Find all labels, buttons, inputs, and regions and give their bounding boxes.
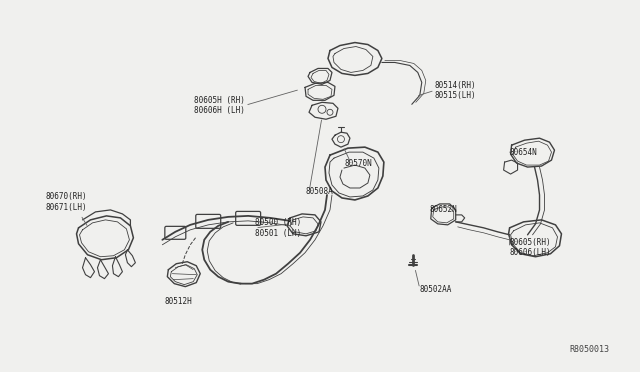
- Text: 80570N: 80570N: [345, 158, 372, 167]
- Text: 80508A: 80508A: [305, 187, 333, 196]
- Text: 80512H: 80512H: [164, 297, 192, 306]
- Text: 80514(RH)
80515(LH): 80514(RH) 80515(LH): [435, 81, 476, 100]
- Text: R8050013: R8050013: [570, 345, 609, 355]
- Text: 80652N: 80652N: [430, 205, 458, 214]
- Text: 80502AA: 80502AA: [420, 285, 452, 294]
- FancyBboxPatch shape: [236, 211, 260, 225]
- Text: 80605H (RH)
80606H (LH): 80605H (RH) 80606H (LH): [195, 96, 245, 115]
- FancyBboxPatch shape: [165, 226, 186, 239]
- Text: 80500 (RH)
80501 (LH): 80500 (RH) 80501 (LH): [255, 218, 301, 238]
- FancyBboxPatch shape: [196, 214, 221, 228]
- Text: 80670(RH)
80671(LH): 80670(RH) 80671(LH): [45, 192, 87, 212]
- Text: 80654N: 80654N: [509, 148, 538, 157]
- Text: 80605(RH)
80606(LH): 80605(RH) 80606(LH): [509, 238, 551, 257]
